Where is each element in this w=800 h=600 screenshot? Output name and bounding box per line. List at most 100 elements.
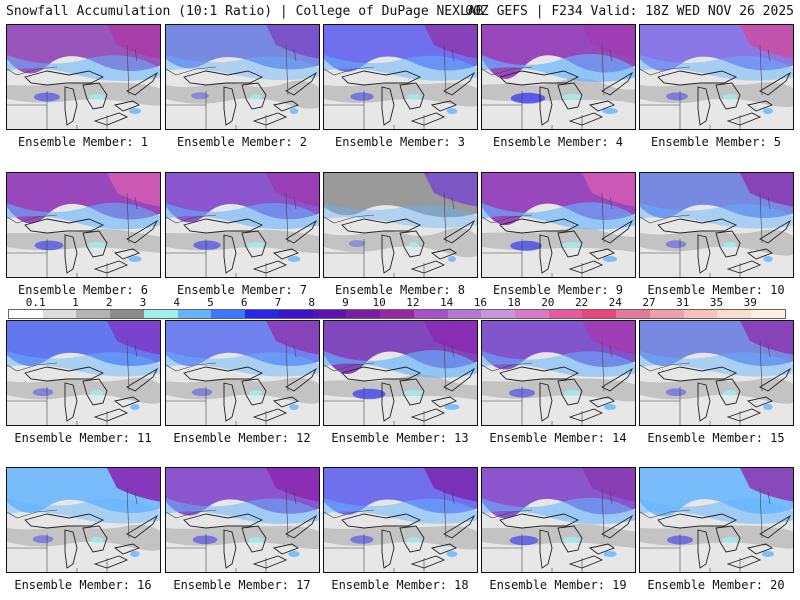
snowfall-map — [324, 25, 477, 129]
snowfall-map — [482, 468, 635, 572]
colorbar-tick-label: 12 — [406, 296, 420, 309]
ensemble-member-label: Ensemble Member: 18 — [331, 578, 469, 592]
colorbar-tick-label: 7 — [274, 296, 282, 309]
snowfall-map — [166, 25, 319, 129]
ensemble-member-label: Ensemble Member: 9 — [492, 283, 624, 297]
colorbar-segment — [278, 310, 313, 318]
ensemble-map-panel — [481, 467, 636, 573]
colorbar-segment — [9, 310, 43, 318]
run-info: 00Z GEFS | F234 Valid: 18Z WED NOV 26 20… — [465, 4, 794, 19]
ensemble-map-panel — [6, 172, 161, 278]
snowfall-map — [166, 468, 319, 572]
snowfall-map — [640, 468, 793, 572]
colorbar-segment — [683, 310, 718, 318]
colorbar-tick-label: 6 — [240, 296, 248, 309]
colorbar-tick-label: 39 — [743, 296, 757, 309]
ensemble-map-panel — [165, 24, 320, 130]
ensemble-member-label: Ensemble Member: 4 — [492, 135, 624, 149]
colorbar-segment — [481, 310, 516, 318]
ensemble-member-label: Ensemble Member: 11 — [14, 431, 152, 445]
colorbar-segment — [616, 310, 650, 318]
colorbar-segment — [245, 310, 279, 318]
ensemble-member-label: Ensemble Member: 8 — [334, 283, 466, 297]
colorbar-segment — [717, 310, 752, 318]
ensemble-map-panel — [639, 467, 794, 573]
ensemble-member-label: Ensemble Member: 16 — [14, 578, 152, 592]
colorbar-tick-label: 4 — [173, 296, 180, 309]
snowfall-map — [640, 321, 793, 425]
ensemble-member-label: Ensemble Member: 2 — [176, 135, 308, 149]
snowfall-map — [482, 173, 635, 277]
ensemble-member-label: Ensemble Member: 7 — [176, 283, 308, 297]
snowfall-map — [7, 25, 160, 129]
ensemble-member-label: Ensemble Member: 20 — [647, 578, 785, 592]
snowfall-map — [166, 321, 319, 425]
snowfall-map — [482, 25, 635, 129]
snowfall-map — [324, 173, 477, 277]
colorbar-segment — [582, 310, 617, 318]
colorbar-tick-label: 10 — [372, 296, 386, 309]
colorbar-segment — [515, 310, 549, 318]
ensemble-map-panel — [639, 320, 794, 426]
ensemble-member-label: Ensemble Member: 13 — [331, 431, 469, 445]
snowfall-map — [324, 468, 477, 572]
ensemble-member-label: Ensemble Member: 1 — [17, 135, 149, 149]
colorbar-tick-label: 22 — [574, 296, 589, 309]
colorbar-tick-label: 1 — [72, 296, 79, 309]
ensemble-map-panel — [6, 24, 161, 130]
colorbar-segment — [413, 310, 448, 318]
ensemble-map-panel — [6, 320, 161, 426]
colorbar-tick-label: 3 — [139, 296, 147, 309]
ensemble-member-label: Ensemble Member: 17 — [173, 578, 311, 592]
ensemble-map-panel — [639, 172, 794, 278]
colorbar-tick-label: 24 — [608, 296, 622, 309]
ensemble-member-label: Ensemble Member: 19 — [489, 578, 627, 592]
snowfall-map — [482, 321, 635, 425]
ensemble-map-panel — [323, 320, 478, 426]
ensemble-member-label: Ensemble Member: 15 — [647, 431, 785, 445]
ensemble-map-panel — [639, 24, 794, 130]
colorbar-segment — [76, 310, 111, 318]
ensemble-map-panel — [165, 172, 320, 278]
snowfall-map — [7, 468, 160, 572]
colorbar-tick-label: 2 — [105, 296, 113, 309]
ensemble-map-panel — [323, 467, 478, 573]
colorbar-segment — [380, 310, 414, 318]
ensemble-map-panel — [481, 24, 636, 130]
colorbar-segment — [751, 310, 785, 318]
snowfall-map — [7, 173, 160, 277]
ensemble-member-label: Ensemble Member: 5 — [650, 135, 782, 149]
colorbar-tick-label: 27 — [642, 296, 656, 309]
snowfall-map — [7, 321, 160, 425]
colorbar-segment — [42, 310, 77, 318]
snowfall-map — [324, 321, 477, 425]
colorbar-tick-label: 14 — [439, 296, 454, 309]
colorbar-tick-label: 8 — [308, 296, 315, 309]
snowfall-map — [640, 25, 793, 129]
colorbar-tick-label: 9 — [342, 296, 349, 309]
ensemble-map-panel — [481, 172, 636, 278]
colorbar-segment — [312, 310, 347, 318]
snowfall-map — [640, 173, 793, 277]
colorbar-segment — [447, 310, 482, 318]
ensemble-member-label: Ensemble Member: 6 — [17, 283, 149, 297]
colorbar-segment — [346, 310, 381, 318]
chart-title: Snowfall Accumulation (10:1 Ratio) | Col… — [6, 4, 484, 19]
ensemble-map-panel — [165, 320, 320, 426]
colorbar-segment — [110, 310, 144, 318]
ensemble-map-panel — [6, 467, 161, 573]
colorbar-segment — [143, 310, 178, 318]
ensemble-member-label: Ensemble Member: 3 — [334, 135, 466, 149]
colorbar-segment — [548, 310, 583, 318]
ensemble-map-panel — [481, 320, 636, 426]
ensemble-map-panel — [323, 24, 478, 130]
colorbar-tick-label: 5 — [207, 296, 214, 309]
colorbar-tick-label: 16 — [473, 296, 487, 309]
colorbar-tick-label: 31 — [676, 296, 690, 309]
colorbar-tick-label: 35 — [709, 296, 724, 309]
ensemble-member-label: Ensemble Member: 14 — [489, 431, 627, 445]
snowfall-colorbar — [8, 309, 786, 319]
colorbar-tick-label: 18 — [507, 296, 521, 309]
snowfall-map — [166, 173, 319, 277]
colorbar-tick-label: 0.1 — [25, 296, 46, 309]
